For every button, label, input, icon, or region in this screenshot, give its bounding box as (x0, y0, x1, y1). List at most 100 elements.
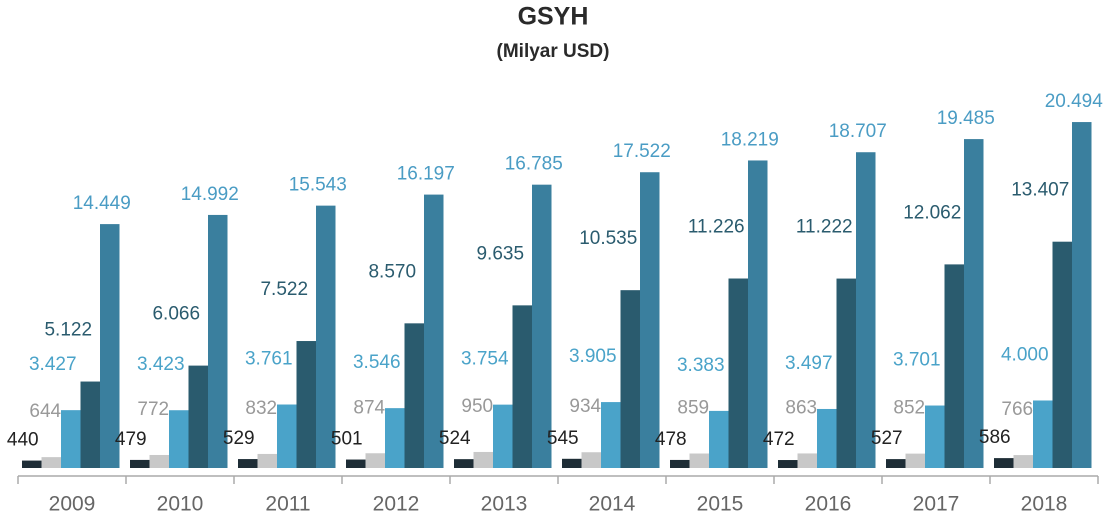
bar (238, 459, 258, 468)
bar (346, 459, 366, 468)
bar (886, 459, 906, 468)
value-label: 7.522 (260, 279, 308, 300)
bar (620, 290, 640, 468)
value-label: 13.407 (1011, 180, 1069, 201)
bar (1072, 122, 1092, 468)
value-label: 15.543 (289, 175, 347, 196)
value-label: 19.485 (937, 108, 995, 129)
value-label: 8.570 (368, 261, 416, 282)
value-label: 18.219 (721, 129, 779, 150)
x-tick-label: 2014 (589, 493, 636, 516)
value-label: 3.546 (353, 352, 401, 373)
x-tick-label: 2016 (805, 493, 852, 516)
value-label: 18.707 (829, 121, 887, 142)
bar (80, 381, 100, 468)
bar (925, 405, 945, 468)
value-label: 4.000 (1001, 344, 1049, 365)
value-label: 545 (547, 428, 579, 449)
bar (61, 410, 81, 468)
bar (208, 214, 228, 468)
value-label: 3.761 (245, 349, 293, 370)
value-label: 501 (331, 429, 363, 450)
value-label: 3.497 (785, 353, 833, 374)
value-label: 5.122 (44, 320, 92, 341)
bar (22, 460, 42, 468)
bar (670, 459, 690, 468)
value-label: 859 (677, 398, 709, 419)
value-label: 14.992 (181, 184, 239, 205)
bar (728, 278, 748, 468)
value-label: 11.222 (796, 217, 853, 238)
bar (100, 224, 120, 468)
bar (296, 341, 316, 468)
bar (709, 410, 729, 468)
value-label: 874 (353, 397, 385, 418)
bar (689, 453, 709, 468)
bar (277, 404, 297, 468)
value-label: 950 (461, 396, 493, 417)
value-label: 12.062 (903, 202, 961, 223)
chart-title: GSYH (518, 3, 589, 31)
value-label: 934 (569, 396, 601, 417)
value-label: 17.522 (613, 141, 671, 162)
x-tick-label: 2015 (697, 493, 744, 516)
value-label: 10.535 (579, 228, 637, 249)
bar (640, 172, 660, 468)
bar (385, 408, 405, 468)
x-tick-label: 2013 (481, 493, 528, 516)
bar (473, 451, 493, 468)
bar (601, 402, 621, 468)
x-tick-label: 2010 (157, 493, 204, 516)
value-label: 472 (763, 429, 795, 450)
value-label: 766 (1001, 399, 1033, 420)
bar (532, 184, 552, 469)
bar (1033, 400, 1053, 468)
value-label: 20.494 (1045, 91, 1104, 112)
bar (778, 460, 798, 468)
bar (149, 454, 169, 468)
x-tick-label: 2012 (373, 493, 420, 516)
value-label: 6.066 (152, 304, 200, 325)
value-label: 9.635 (476, 243, 524, 264)
value-label: 3.754 (461, 349, 509, 370)
value-label: 644 (29, 401, 61, 422)
value-label: 16.197 (397, 164, 455, 185)
bar (797, 453, 817, 468)
bar (512, 305, 532, 468)
chart-subtitle: (Milyar USD) (497, 41, 610, 62)
bar (1052, 241, 1072, 468)
bar (130, 459, 150, 468)
bar (257, 453, 277, 468)
bar (905, 453, 925, 468)
value-label: 3.701 (893, 350, 941, 371)
bar (41, 457, 61, 468)
bar (817, 408, 837, 468)
bar (1013, 455, 1033, 468)
value-label: 14.449 (73, 193, 131, 214)
value-label: 3.905 (569, 346, 617, 367)
bar (365, 453, 385, 468)
bar (856, 152, 876, 469)
value-label: 11.226 (688, 217, 745, 238)
bar (454, 459, 474, 468)
bar (188, 365, 208, 468)
value-label: 586 (979, 427, 1011, 448)
bar (944, 264, 964, 468)
bar (404, 323, 424, 468)
bar (424, 194, 444, 468)
value-label: 479 (115, 429, 147, 450)
value-label: 527 (871, 428, 903, 449)
value-label: 3.423 (137, 354, 185, 375)
bar (994, 458, 1014, 468)
bar (836, 278, 856, 468)
bar (493, 404, 513, 468)
value-label: 832 (245, 398, 277, 419)
bar (581, 452, 601, 468)
value-label: 524 (439, 428, 471, 449)
x-tick-label: 2009 (49, 493, 96, 516)
value-label: 852 (893, 398, 925, 419)
x-tick-label: 2018 (1021, 493, 1068, 516)
bar (316, 205, 336, 468)
value-label: 529 (223, 428, 255, 449)
